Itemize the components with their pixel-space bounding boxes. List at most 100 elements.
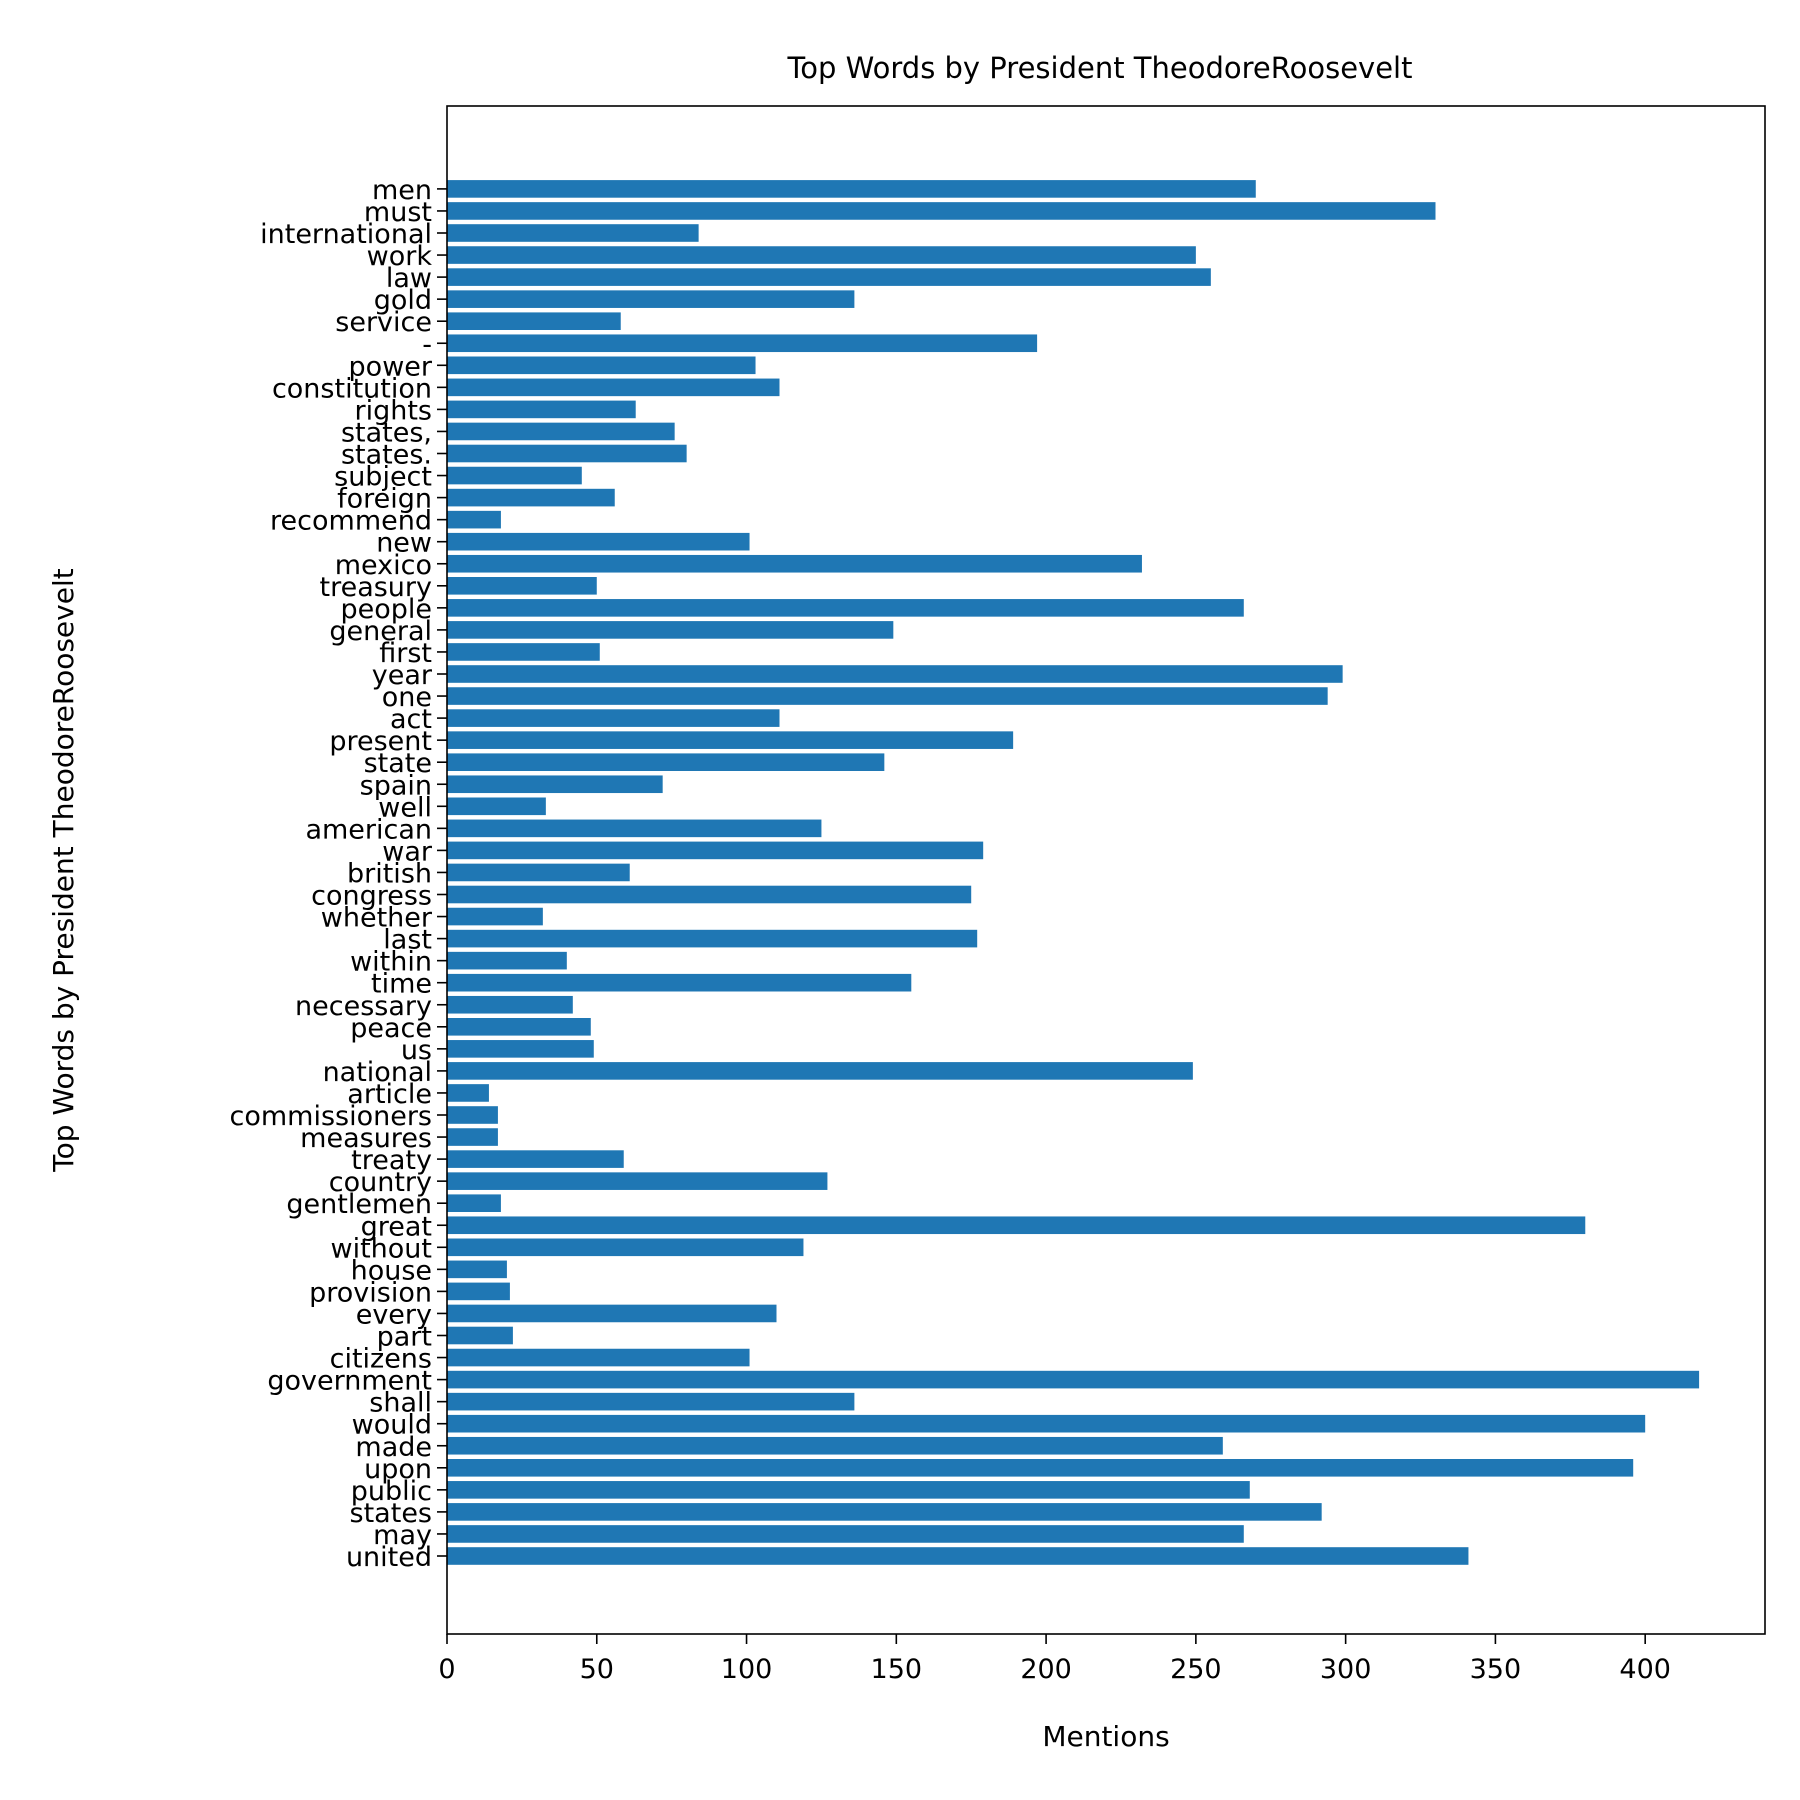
bar-new bbox=[447, 532, 750, 551]
y-tick-label: rights bbox=[354, 395, 432, 426]
y-tick-label: every bbox=[356, 1299, 432, 1330]
x-tick-label: 200 bbox=[1020, 1654, 1072, 1685]
y-tick-label: measures bbox=[300, 1123, 432, 1154]
y-tick-label: - bbox=[422, 329, 432, 360]
y-tick-label: year bbox=[372, 660, 433, 691]
x-tick-label: 150 bbox=[871, 1654, 923, 1685]
y-tick-label: great bbox=[361, 1211, 432, 1242]
chart-title: Top Words by President TheodoreRoosevelt bbox=[787, 51, 1413, 85]
y-tick-label: states. bbox=[341, 440, 432, 471]
y-axis-ticks: unitedmaystatespublicuponmadewouldshallg… bbox=[229, 175, 447, 1573]
bar-one bbox=[447, 687, 1328, 705]
bar-national bbox=[447, 1062, 1193, 1080]
y-tick-label: peace bbox=[350, 1013, 432, 1044]
bar-without bbox=[447, 1238, 804, 1257]
y-tick-label: one bbox=[382, 682, 432, 713]
bar-part bbox=[447, 1326, 513, 1345]
bar-every bbox=[447, 1304, 777, 1323]
bar-government bbox=[447, 1370, 1700, 1389]
bar-gold bbox=[447, 290, 855, 308]
x-tick-label: 350 bbox=[1470, 1654, 1522, 1685]
y-tick-label: time bbox=[371, 969, 432, 1000]
x-tick-label: 400 bbox=[1619, 1654, 1671, 1685]
y-tick-label: country bbox=[329, 1167, 432, 1198]
y-tick-label: made bbox=[355, 1432, 432, 1463]
y-tick-label: gentlemen bbox=[286, 1189, 432, 1220]
bar-united bbox=[447, 1547, 1469, 1565]
y-tick-label: upon bbox=[364, 1454, 432, 1485]
bar-people bbox=[447, 599, 1244, 617]
bar-states, bbox=[447, 422, 675, 441]
y-tick-label: act bbox=[390, 704, 432, 735]
y-tick-label: would bbox=[352, 1410, 432, 1441]
bar-general bbox=[447, 621, 894, 639]
y-tick-label: power bbox=[349, 351, 433, 382]
y-tick-label: spain bbox=[360, 770, 432, 801]
y-tick-label: last bbox=[383, 925, 432, 956]
bar-states bbox=[447, 1503, 1322, 1521]
bar-power bbox=[447, 356, 756, 375]
bar-states. bbox=[447, 444, 687, 463]
bar-shall bbox=[447, 1392, 855, 1411]
y-tick-label: foreign bbox=[337, 484, 432, 515]
bar-whether bbox=[447, 907, 543, 926]
y-tick-label: whether bbox=[321, 903, 433, 934]
y-axis-label: Top Words by President TheodoreRoosevelt bbox=[47, 568, 80, 1172]
y-tick-label: treaty bbox=[351, 1145, 432, 1176]
y-tick-label: provision bbox=[309, 1277, 432, 1308]
bar-british bbox=[447, 863, 630, 882]
bar-country bbox=[447, 1172, 828, 1190]
x-axis-label: Mentions bbox=[1042, 1720, 1169, 1753]
bar-- bbox=[447, 334, 1038, 353]
bar-provision bbox=[447, 1282, 510, 1301]
bar-constitution bbox=[447, 378, 780, 397]
y-tick-label: law bbox=[386, 263, 432, 294]
y-tick-label: first bbox=[379, 638, 432, 669]
y-tick-label: citizens bbox=[330, 1344, 432, 1375]
y-tick-label: people bbox=[340, 594, 432, 625]
bar-gentlemen bbox=[447, 1194, 501, 1212]
x-tick-label: 100 bbox=[721, 1654, 773, 1685]
bar-would bbox=[447, 1414, 1646, 1433]
y-tick-label: gold bbox=[374, 285, 432, 316]
bar-spain bbox=[447, 775, 663, 794]
y-tick-label: well bbox=[378, 792, 432, 823]
bar-must bbox=[447, 202, 1436, 220]
y-tick-label: american bbox=[305, 814, 432, 845]
bar-house bbox=[447, 1260, 507, 1279]
y-tick-label: congress bbox=[311, 881, 432, 912]
y-tick-label: national bbox=[323, 1057, 432, 1088]
y-tick-label: united bbox=[346, 1542, 432, 1573]
y-tick-label: states, bbox=[341, 417, 432, 448]
y-tick-label: treasury bbox=[319, 572, 432, 603]
y-tick-label: public bbox=[351, 1476, 432, 1507]
bar-law bbox=[447, 268, 1211, 286]
y-tick-label: constitution bbox=[272, 373, 432, 404]
bar-upon bbox=[447, 1459, 1634, 1477]
y-tick-label: states bbox=[350, 1498, 432, 1529]
y-tick-label: article bbox=[347, 1079, 432, 1110]
bar-men bbox=[447, 180, 1256, 198]
bar-citizens bbox=[447, 1348, 750, 1367]
bar-public bbox=[447, 1481, 1250, 1499]
y-tick-label: subject bbox=[334, 462, 432, 493]
bar-mexico bbox=[447, 554, 1142, 573]
bar-treaty bbox=[447, 1150, 624, 1168]
bar-act bbox=[447, 709, 780, 727]
y-tick-label: us bbox=[401, 1035, 432, 1066]
bar-foreign bbox=[447, 488, 615, 507]
bar-may bbox=[447, 1525, 1244, 1543]
bar-state bbox=[447, 753, 885, 771]
bar-subject bbox=[447, 466, 582, 485]
y-tick-label: service bbox=[335, 307, 432, 338]
y-tick-label: must bbox=[364, 197, 432, 228]
bar-first bbox=[447, 643, 600, 661]
bar-within bbox=[447, 951, 567, 970]
y-tick-label: within bbox=[350, 947, 432, 978]
y-tick-label: general bbox=[329, 616, 432, 647]
bar-congress bbox=[447, 885, 972, 904]
y-tick-label: state bbox=[364, 748, 432, 779]
bar-time bbox=[447, 973, 912, 992]
bar-rights bbox=[447, 400, 636, 419]
